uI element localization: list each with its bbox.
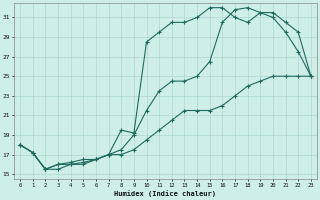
X-axis label: Humidex (Indice chaleur): Humidex (Indice chaleur)	[115, 190, 217, 197]
